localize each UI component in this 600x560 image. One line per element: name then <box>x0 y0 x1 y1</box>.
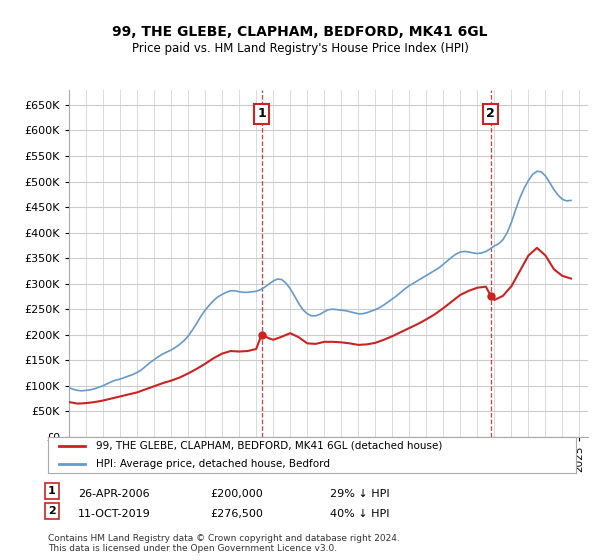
Text: HPI: Average price, detached house, Bedford: HPI: Average price, detached house, Bedf… <box>95 459 329 469</box>
Text: £276,500: £276,500 <box>210 509 263 519</box>
Text: 2: 2 <box>48 506 56 516</box>
Text: Price paid vs. HM Land Registry's House Price Index (HPI): Price paid vs. HM Land Registry's House … <box>131 42 469 55</box>
Text: 40% ↓ HPI: 40% ↓ HPI <box>330 509 389 519</box>
Text: 11-OCT-2019: 11-OCT-2019 <box>78 509 151 519</box>
Text: 29% ↓ HPI: 29% ↓ HPI <box>330 489 389 499</box>
Text: 99, THE GLEBE, CLAPHAM, BEDFORD, MK41 6GL: 99, THE GLEBE, CLAPHAM, BEDFORD, MK41 6G… <box>112 25 488 39</box>
Text: 99, THE GLEBE, CLAPHAM, BEDFORD, MK41 6GL (detached house): 99, THE GLEBE, CLAPHAM, BEDFORD, MK41 6G… <box>95 441 442 451</box>
Text: 2: 2 <box>486 108 495 120</box>
Text: 1: 1 <box>48 486 56 496</box>
Text: £200,000: £200,000 <box>210 489 263 499</box>
Text: Contains HM Land Registry data © Crown copyright and database right 2024.
This d: Contains HM Land Registry data © Crown c… <box>48 534 400 553</box>
Text: 26-APR-2006: 26-APR-2006 <box>78 489 149 499</box>
Text: 1: 1 <box>257 108 266 120</box>
